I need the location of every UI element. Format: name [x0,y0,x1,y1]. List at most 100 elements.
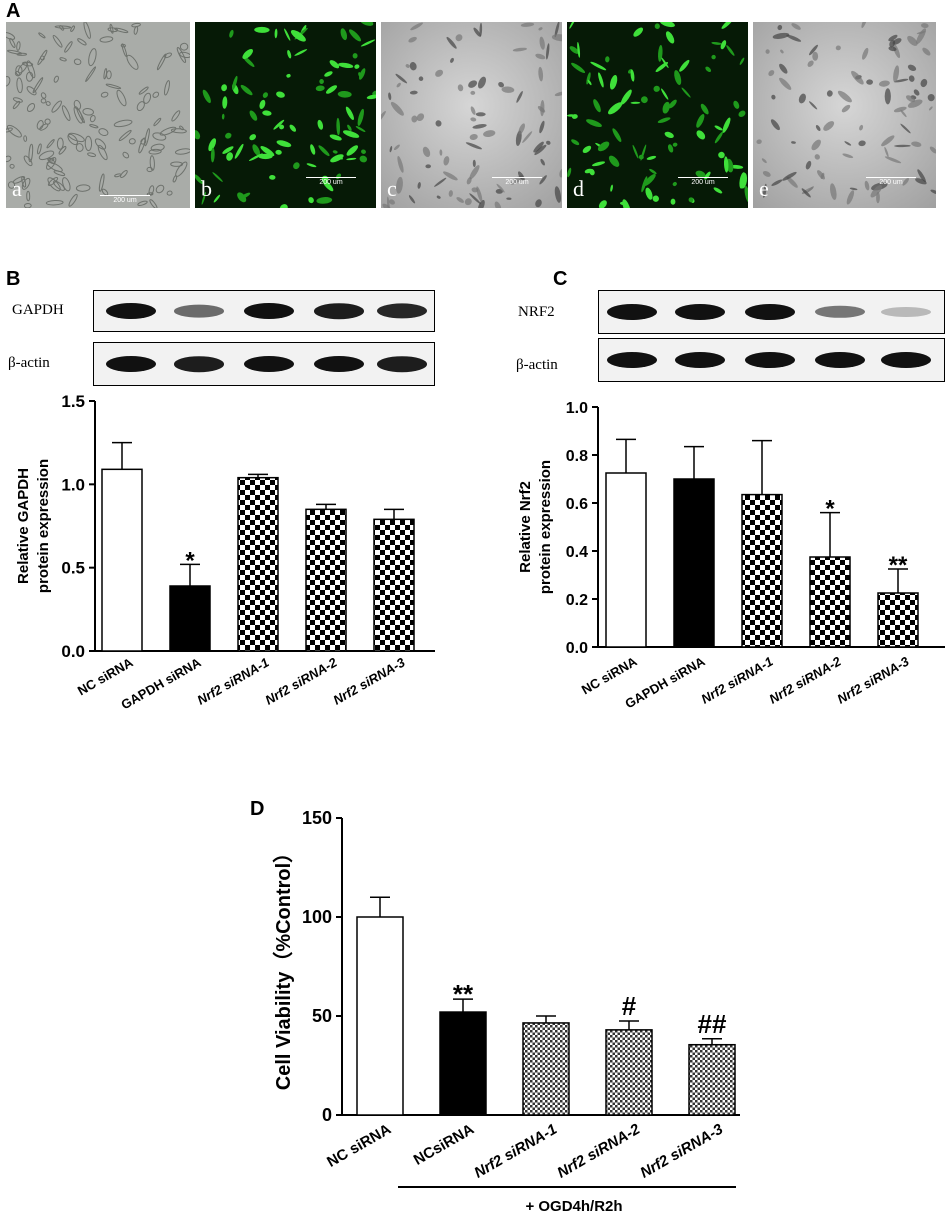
significance-marker: * [185,547,195,574]
bar [741,493,783,648]
blot-label-gapdh: GAPDH [12,302,64,318]
blot-label-actin-b: β-actin [8,355,50,371]
blot-band [745,352,795,368]
micrograph-d: d 200 um [567,22,748,208]
scale-bar: 200 um [306,177,356,186]
y-axis-label: Relative Nrf2 [517,481,534,573]
category-label: NC siRNA [324,1121,394,1171]
significance-marker: # [622,991,637,1021]
blot-band [106,303,156,319]
western-blot-actin-b [93,342,435,386]
panel-b-letter: B [6,268,21,290]
category-label: Nrf2 siRNA-3 [637,1120,726,1181]
micrograph-e: e 200 um [753,22,936,208]
category-label: Nrf2 siRNA-3 [835,653,913,706]
blot-label-actin-c: β-actin [516,357,558,373]
category-label: Nrf2 siRNA-1 [195,655,272,708]
micrograph-a: a 200 um [6,22,190,208]
western-blot-nrf2 [598,290,945,334]
micrograph-label: c [387,176,397,201]
y-tick-label: 1.0 [566,400,588,417]
category-label: Nrf2 siRNA-1 [471,1121,560,1182]
blot-band [174,304,224,318]
category-label: Nrf2 siRNA-2 [767,653,845,706]
scale-bar: 200 um [100,195,150,204]
blot-band [377,356,427,372]
y-tick-label: 1.0 [61,475,85,494]
blot-label-nrf2: NRF2 [518,304,555,320]
scale-bar: 200 um [866,177,916,186]
significance-marker: ## [698,1009,727,1039]
blot-band [244,356,294,372]
panel-c-letter: C [553,268,568,290]
category-label: Nrf2 siRNA-3 [331,654,409,707]
blot-band [314,356,364,372]
bar [605,472,647,648]
blot-band [675,304,725,320]
bar [101,468,143,652]
scale-bar: 200 um [492,177,542,186]
bar [673,478,715,648]
y-tick-label: 1.5 [61,392,85,411]
significance-marker: ** [453,979,474,1009]
blot-band [244,303,294,319]
y-axis-label: Relative GAPDH [15,468,32,584]
y-tick-label: 0.2 [566,592,588,609]
bar [373,518,415,652]
category-label: Nrf2 siRNA-2 [554,1120,643,1181]
micrograph-b: b 200 um [195,22,376,208]
y-tick-label: 0.5 [61,559,85,578]
blot-band [815,352,865,368]
bar [305,508,347,652]
category-label: Nrf2 siRNA-2 [263,654,341,707]
blot-band [745,304,795,320]
y-axis-label: Cell Viability（%Control） [272,843,295,1090]
blot-band [881,352,931,368]
blot-band [815,305,865,319]
y-axis-label: protein expression [35,459,52,593]
blot-band [607,352,657,368]
y-tick-label: 0 [322,1105,332,1125]
y-tick-label: 100 [302,907,332,927]
blot-band [314,303,364,319]
blot-band [377,303,427,319]
blot-band [174,356,224,372]
y-axis-label: protein expression [537,460,554,594]
micrograph-label: b [201,176,212,201]
category-label: NC siRNA [579,653,640,697]
y-tick-label: 0.8 [566,448,588,465]
blot-band [881,307,931,317]
micrograph-label: d [573,176,584,201]
y-tick-label: 50 [312,1006,332,1026]
bar [809,556,851,648]
bar [605,1029,653,1116]
category-label: NCsiRNA [411,1121,477,1169]
bar [169,585,211,652]
blot-band [607,304,657,320]
panel-d-letter: D [250,798,265,820]
treatment-label: + OGD4h/R2h [525,1198,622,1215]
category-label: Nrf2 siRNA-1 [699,654,776,707]
y-tick-label: 0.4 [566,544,588,561]
western-blot-actin-c [598,338,945,382]
blot-band [675,352,725,368]
scale-bar: 200 um [678,177,728,186]
panel-a-letter: A [6,0,21,22]
western-blot-gapdh [93,290,435,332]
bar [237,476,279,652]
y-tick-label: 0.0 [566,640,588,657]
bar [439,1011,487,1116]
bar [877,592,919,648]
bar [522,1022,570,1116]
micrograph-label: a [12,176,22,201]
bar [688,1043,736,1116]
y-tick-label: 0.6 [566,496,588,513]
y-tick-label: 0.0 [61,642,85,661]
blot-band [106,356,156,372]
significance-marker: * [825,496,835,523]
significance-marker: ** [889,552,908,579]
micrograph-label: e [759,176,769,201]
micrograph-c: c 200 um [381,22,562,208]
bar [356,916,404,1116]
